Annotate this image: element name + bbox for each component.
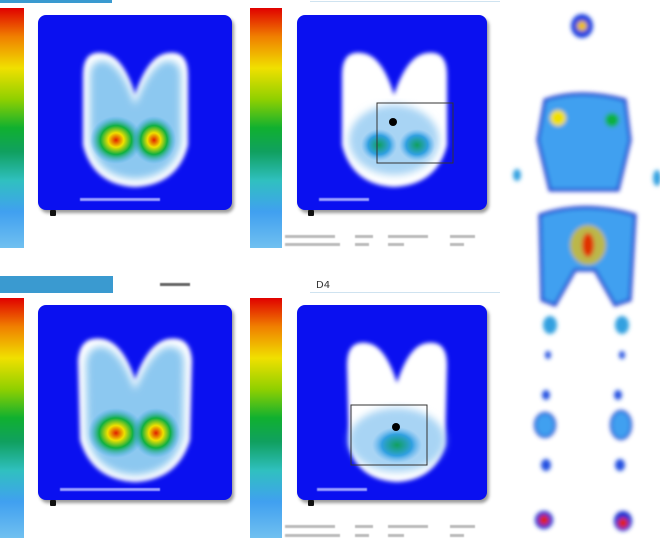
panel-caption [317, 488, 367, 491]
tab-label [160, 283, 190, 286]
body-pressure-map [513, 14, 660, 531]
tab-left[interactable] [0, 276, 113, 293]
panel-caption [60, 488, 160, 491]
pressure-map-top-right [297, 15, 487, 210]
panel-caption [80, 198, 160, 201]
section-label: D4 [316, 280, 331, 291]
marker-dot [392, 423, 400, 431]
top-tab-left[interactable] [0, 0, 112, 3]
pressure-heatmap [78, 338, 192, 482]
top-divider [310, 1, 500, 2]
panel-caption [319, 198, 369, 201]
marker-dot [50, 500, 56, 506]
pressure-map-bottom-left [38, 305, 232, 500]
bottom-divider [310, 292, 500, 293]
marker-dot [308, 210, 314, 216]
selection-box[interactable] [350, 404, 428, 466]
colorbar-legend [250, 298, 282, 538]
pressure-map-top-left [38, 15, 232, 210]
colorbar-legend [0, 298, 24, 538]
marker-dot [50, 210, 56, 216]
pressure-map-bottom-right [297, 305, 487, 500]
pressure-heatmap [342, 52, 454, 187]
colorbar-legend [0, 8, 24, 248]
pressure-heatmap [83, 52, 188, 187]
marker-dot [389, 118, 397, 126]
selection-box[interactable] [376, 102, 454, 164]
colorbar-legend [250, 8, 282, 248]
marker-dot [308, 500, 314, 506]
pressure-heatmap [347, 342, 447, 482]
